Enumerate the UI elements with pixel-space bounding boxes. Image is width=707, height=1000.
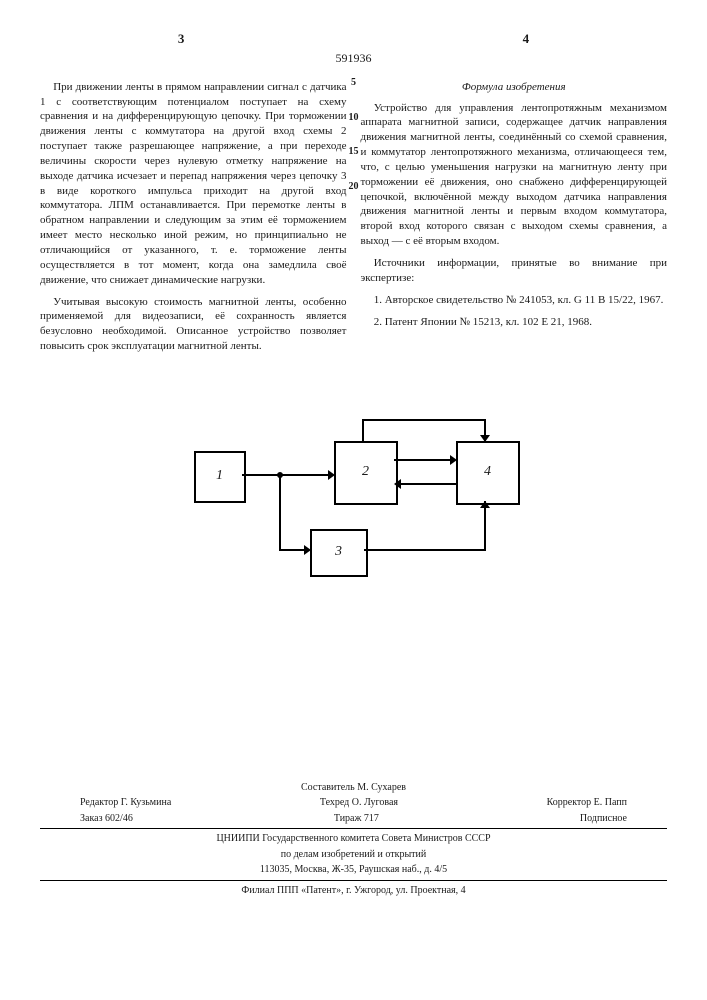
print-run: Тираж 717 (334, 812, 379, 826)
edge-3-4-horz (364, 549, 486, 551)
description-paragraph: При движении ленты в прямом направлении … (40, 80, 347, 288)
block-3: 3 (310, 529, 368, 577)
line-marker: 20 (346, 180, 362, 194)
claims-title: Формула изобретения (361, 80, 668, 95)
block-4: 4 (456, 441, 520, 505)
corrector-credit: Корректор Е. Папп (547, 796, 627, 810)
edge-1-3-horz (279, 549, 304, 551)
block-label: 3 (335, 543, 342, 562)
line-marker: 10 (346, 111, 362, 125)
block-1: 1 (194, 451, 246, 503)
source-item: 2. Патент Японии № 15213, кл. 102 Е 21, … (361, 315, 668, 330)
document-number: 591936 (40, 50, 667, 66)
block-2: 2 (334, 441, 398, 505)
edge-2-4 (394, 459, 450, 461)
edge-4-2 (400, 483, 456, 485)
institute-line-2: по делам изобретений и открытий (40, 848, 667, 862)
page-number-right: 4 (385, 30, 667, 48)
credits-row-2: Редактор Г. Кузьмина Техред О. Луговая К… (80, 796, 627, 810)
edge-1-3-vert (279, 474, 281, 551)
edge-1-2 (242, 474, 328, 476)
credits-row-3: Заказ 602/46 Тираж 717 Подписное (80, 812, 627, 826)
claim-text: Устройство для управления лентопротяжным… (361, 101, 668, 249)
filial-line: Филиал ППП «Патент», г. Ужгород, ул. Про… (40, 884, 667, 898)
line-marker: 5 (346, 76, 362, 90)
page-number-left: 3 (40, 30, 322, 48)
spacer (625, 781, 628, 795)
left-column: При движении ленты в прямом направлении … (40, 80, 347, 361)
line-marker: 15 (346, 145, 362, 159)
arrow-head-icon (394, 479, 401, 489)
editor-credit: Редактор Г. Кузьмина (80, 796, 171, 810)
imprint-footer: Составитель М. Сухарев Редактор Г. Кузьм… (40, 781, 667, 898)
divider-line (40, 880, 667, 881)
edge-3-4-vert (484, 501, 486, 551)
source-item: 1. Авторское свидетельство № 241053, кл.… (361, 293, 668, 308)
patent-page: 3 4 591936 5 10 15 20 При движении ленты… (0, 0, 707, 1000)
line-number-gutter: 5 10 15 20 (346, 76, 362, 214)
right-column: Формула изобретения Устройство для управ… (361, 80, 668, 361)
order-number: Заказ 602/46 (80, 812, 133, 826)
institute-address: 113035, Москва, Ж-35, Раушская наб., д. … (40, 863, 667, 877)
block-label: 4 (484, 463, 491, 482)
editor-credit (80, 781, 83, 795)
arrow-head-icon (304, 545, 311, 555)
edge-feedback-left-vert (362, 419, 364, 441)
techred-credit: Техред О. Луговая (320, 796, 398, 810)
credits-row-1: Составитель М. Сухарев (80, 781, 627, 795)
institute-line-1: ЦНИИПИ Государственного комитета Совета … (40, 832, 667, 846)
divider-line (40, 828, 667, 829)
arrow-head-icon (450, 455, 457, 465)
subscription-label: Подписное (580, 812, 627, 826)
edge-feedback-horz (362, 419, 486, 421)
arrow-head-icon (328, 470, 335, 480)
arrow-head-icon (480, 435, 490, 442)
junction-dot-icon (277, 472, 283, 478)
block-label: 1 (216, 467, 223, 486)
block-label: 2 (362, 463, 369, 482)
arrow-head-icon (480, 501, 490, 508)
sources-title: Источники информации, принятые во вниман… (361, 256, 668, 286)
author-credit: Составитель М. Сухарев (301, 781, 406, 795)
block-diagram: 1 2 3 4 (184, 411, 524, 581)
description-paragraph: Учитывая высокую стоимость магнитной лен… (40, 295, 347, 354)
page-number-row: 3 4 (40, 30, 667, 48)
